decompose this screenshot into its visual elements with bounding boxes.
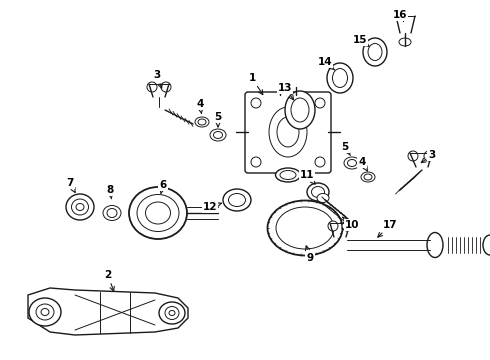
Ellipse shape: [483, 235, 490, 255]
Ellipse shape: [333, 68, 347, 87]
Ellipse shape: [169, 310, 175, 315]
Text: 3: 3: [153, 70, 162, 88]
Text: 4: 4: [358, 157, 368, 171]
Text: 3: 3: [421, 150, 436, 163]
Ellipse shape: [315, 157, 325, 167]
Ellipse shape: [76, 203, 84, 211]
Text: 11: 11: [300, 170, 315, 184]
Text: 7: 7: [66, 178, 75, 193]
Text: 6: 6: [159, 180, 167, 194]
Ellipse shape: [223, 189, 251, 211]
Ellipse shape: [328, 221, 338, 231]
Text: 5: 5: [342, 142, 350, 156]
Ellipse shape: [269, 107, 307, 157]
Ellipse shape: [276, 207, 334, 249]
Ellipse shape: [107, 208, 117, 217]
Ellipse shape: [210, 129, 226, 141]
Ellipse shape: [66, 194, 94, 220]
Ellipse shape: [427, 233, 443, 257]
FancyBboxPatch shape: [245, 92, 331, 173]
Ellipse shape: [280, 171, 296, 180]
Polygon shape: [28, 288, 188, 335]
Ellipse shape: [364, 174, 372, 180]
Text: 17: 17: [378, 220, 397, 237]
Ellipse shape: [408, 151, 418, 161]
Ellipse shape: [165, 306, 179, 320]
Ellipse shape: [251, 98, 261, 108]
Text: 8: 8: [106, 185, 114, 199]
Text: 12: 12: [203, 202, 221, 212]
Ellipse shape: [195, 117, 209, 127]
Ellipse shape: [344, 157, 360, 169]
Ellipse shape: [29, 298, 61, 326]
Ellipse shape: [275, 168, 300, 182]
Ellipse shape: [327, 63, 353, 93]
Ellipse shape: [36, 304, 54, 320]
Ellipse shape: [159, 302, 185, 324]
Text: 5: 5: [215, 112, 221, 127]
Ellipse shape: [368, 44, 382, 60]
Ellipse shape: [41, 309, 49, 315]
Text: 2: 2: [104, 270, 114, 291]
Ellipse shape: [103, 206, 121, 220]
Ellipse shape: [214, 131, 222, 139]
Text: 9: 9: [305, 246, 314, 263]
Text: 15: 15: [353, 35, 369, 46]
Ellipse shape: [147, 82, 157, 92]
Ellipse shape: [361, 172, 375, 182]
Ellipse shape: [228, 194, 245, 207]
Ellipse shape: [72, 199, 89, 215]
Ellipse shape: [312, 186, 324, 198]
Ellipse shape: [424, 151, 434, 161]
Ellipse shape: [315, 98, 325, 108]
Ellipse shape: [277, 117, 299, 147]
Ellipse shape: [129, 187, 187, 239]
Ellipse shape: [399, 38, 411, 46]
Ellipse shape: [363, 38, 387, 66]
Ellipse shape: [161, 82, 171, 92]
Ellipse shape: [285, 91, 315, 129]
Ellipse shape: [307, 183, 329, 201]
Text: 1: 1: [248, 73, 263, 95]
Ellipse shape: [347, 159, 357, 166]
Ellipse shape: [251, 157, 261, 167]
Ellipse shape: [342, 221, 352, 231]
Text: 10: 10: [343, 217, 359, 230]
Text: 4: 4: [196, 99, 204, 113]
Ellipse shape: [317, 194, 329, 202]
Text: 16: 16: [393, 10, 407, 21]
Ellipse shape: [268, 201, 343, 256]
Text: 13: 13: [278, 83, 294, 100]
Ellipse shape: [146, 202, 171, 224]
Ellipse shape: [291, 98, 309, 122]
Ellipse shape: [137, 194, 179, 231]
Ellipse shape: [198, 119, 206, 125]
Text: 14: 14: [318, 57, 335, 70]
